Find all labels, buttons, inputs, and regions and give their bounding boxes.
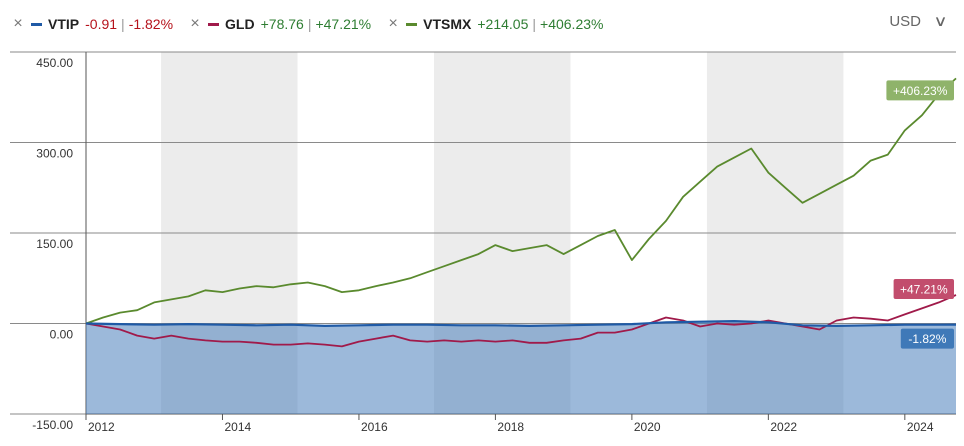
y-tick-label: 300.00 <box>36 147 73 161</box>
series-line-vtip <box>85 320 957 327</box>
legend-separator: | <box>121 16 125 32</box>
y-tick-label: -150.00 <box>32 418 73 432</box>
legend-percent: +406.23% <box>540 16 604 32</box>
legend-swatch-gld <box>208 22 220 26</box>
legend-change: +214.05 <box>477 16 529 32</box>
remove-vtip-icon[interactable]: × <box>13 15 23 32</box>
legend-swatch-vtip <box>31 22 42 26</box>
legend-change: +78.76 <box>260 16 304 32</box>
remove-vtsmx-icon[interactable]: × <box>388 15 398 32</box>
legend-ticker: GLD <box>225 16 255 32</box>
legend-ticker: VTIP <box>48 16 80 32</box>
legend-swatch-vtsmx <box>406 22 418 26</box>
x-tick-label: 2020 <box>634 420 661 434</box>
series-line-vtsmx <box>85 77 957 325</box>
legend-ticker: VTSMX <box>423 16 472 32</box>
legend-item-gld: × GLD +78.76 | +47.21% <box>187 15 372 33</box>
y-tick-label: 150.00 <box>36 237 73 251</box>
legend-change: -0.91 <box>85 16 118 32</box>
end-label-box-vtip <box>900 328 954 349</box>
x-tick-label: 2014 <box>224 420 251 434</box>
legend-item-vtip: × VTIP -0.91 | -1.82% <box>10 15 174 33</box>
series-line-gld <box>85 294 957 348</box>
y-tick-label: 450.00 <box>36 56 73 70</box>
currency-label: USD <box>889 12 922 30</box>
end-label-box-vtsmx <box>886 80 954 101</box>
x-tick-label: 2016 <box>361 420 388 434</box>
legend-separator: | <box>307 16 312 32</box>
remove-gld-icon[interactable]: × <box>190 15 200 32</box>
legend-percent: +47.21% <box>315 16 372 32</box>
chart-legend: × VTIP -0.91 | -1.82% × GLD +78.76 | +47… <box>10 10 617 38</box>
legend-separator: | <box>532 16 537 32</box>
end-label-gld: +47.21% <box>900 283 948 297</box>
end-label-vtsmx: +406.23% <box>893 84 948 98</box>
end-label-vtip: -1.82% <box>908 332 946 346</box>
end-label-box-gld <box>893 279 954 300</box>
x-tick-label: 2012 <box>88 420 115 434</box>
x-tick-label: 2018 <box>497 420 524 434</box>
y-tick-label: 0.00 <box>50 328 74 342</box>
series-area-vtip <box>86 321 956 414</box>
chevron-down-icon: ∨ <box>933 13 948 30</box>
legend-item-vtsmx: × VTSMX +214.05 | +406.23% <box>385 15 604 33</box>
currency-selector[interactable]: USD ∨ <box>889 12 948 31</box>
x-tick-label: 2022 <box>770 420 797 434</box>
x-tick-label: 2024 <box>907 420 934 434</box>
legend-percent: -1.82% <box>128 16 174 32</box>
